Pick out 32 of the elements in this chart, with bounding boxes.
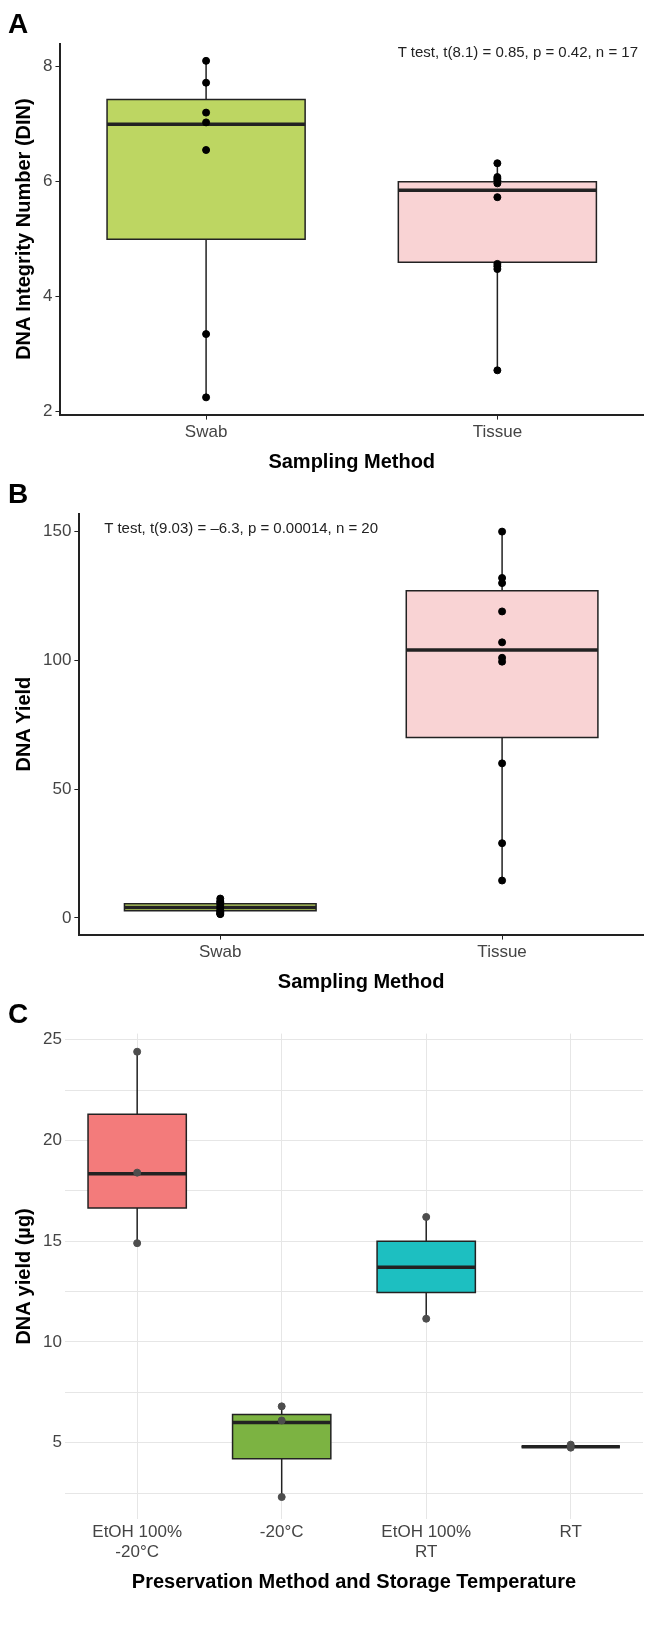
- x-tick-label: Swab: [184, 422, 228, 442]
- y-tick-label: 25: [42, 1029, 62, 1049]
- x-axis-title: Sampling Method: [277, 969, 445, 992]
- y-tick-label: 5: [52, 1432, 62, 1452]
- chart-title: B: [8, 477, 29, 509]
- x-tick-label: EtOH 100% RT: [381, 1522, 472, 1562]
- annotation: T test, t(9.03) = –6.3, p = 0.00014, n = 20: [104, 519, 379, 537]
- x-tick-label: EtOH 100% -20°C: [92, 1522, 183, 1562]
- x-tick-label: Tissue: [472, 422, 523, 442]
- x-tick-label: RT: [559, 1522, 582, 1542]
- x-axis-title: Sampling Method: [268, 449, 436, 472]
- y-tick-label: 20: [42, 1130, 62, 1150]
- y-tick-label: 10: [42, 1331, 62, 1351]
- y-tick-label: 2: [42, 401, 53, 421]
- x-axis-title: Preservation Method and Storage Temperature: [131, 1569, 577, 1592]
- y-axis-title: DNA yield (µg): [11, 1208, 34, 1345]
- y-tick-label: 15: [42, 1230, 62, 1250]
- y-tick-label: 0: [61, 907, 72, 927]
- y-tick-label: 4: [42, 286, 53, 306]
- y-axis-title: DNA Integrity Number (DIN): [11, 98, 34, 360]
- chart-title: C: [8, 997, 29, 1029]
- y-tick-label: 150: [42, 521, 72, 541]
- annotation: T test, t(8.1) = 0.85, p = 0.42, n = 17: [397, 43, 638, 61]
- y-tick-label: 100: [42, 650, 72, 670]
- x-tick-label: Swab: [199, 942, 242, 962]
- y-tick-label: 8: [42, 56, 53, 76]
- y-axis-title: DNA Yield: [11, 676, 34, 772]
- y-tick-label: 50: [52, 778, 72, 798]
- x-tick-label: Tissue: [477, 942, 527, 962]
- x-tick-label: -20°C: [259, 1522, 304, 1542]
- y-tick-label: 6: [42, 171, 53, 191]
- chart-title: A: [8, 7, 29, 39]
